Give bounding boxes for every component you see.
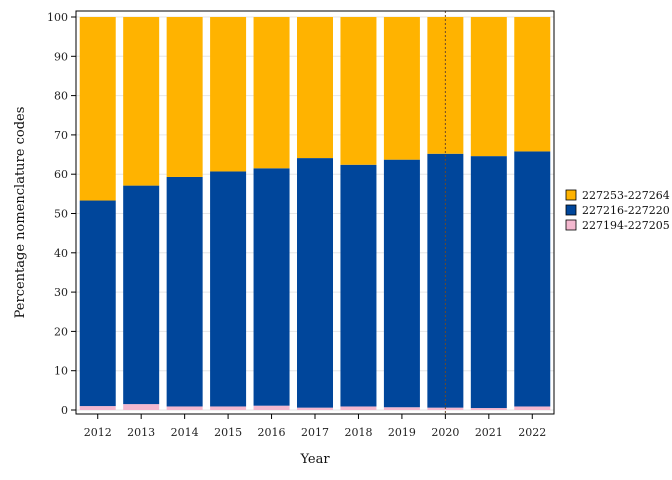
bar-2022-227194-227205 (514, 406, 551, 410)
x-tick-label-2014: 2014 (171, 426, 199, 439)
legend: 227253-227264 227216-227220 227194-227205 (565, 189, 670, 232)
bar-2016-227253-227264 (253, 17, 290, 169)
bar-2019-227216-227220 (383, 159, 420, 408)
x-tick-label-2021: 2021 (475, 426, 503, 439)
bar-2018-227216-227220 (340, 164, 377, 407)
bar-2015-227194-227205 (210, 406, 247, 410)
y-tick-label-30: 30 (54, 286, 68, 299)
x-tick-label-2016: 2016 (258, 426, 286, 439)
bar-2014-227216-227220 (166, 176, 203, 407)
bar-2015-227253-227264 (210, 17, 247, 172)
bar-2016-227216-227220 (253, 168, 290, 406)
x-tick-label-2018: 2018 (344, 426, 372, 439)
bar-2017-227216-227220 (297, 158, 333, 408)
bar-2012-227253-227264 (79, 17, 116, 201)
bar-2015-227216-227220 (210, 171, 247, 407)
x-tick-label-2012: 2012 (84, 426, 112, 439)
y-tick-label-50: 50 (54, 208, 68, 221)
bar-2013-227216-227220 (123, 185, 160, 405)
y-tick-label-80: 80 (54, 90, 68, 103)
bar-2013-227253-227264 (123, 17, 160, 186)
legend-label-227216-227220: 227216-227220 (582, 204, 670, 217)
y-tick-label-10: 10 (54, 365, 68, 378)
bar-2012-227216-227220 (79, 200, 116, 407)
bar-2022-227216-227220 (514, 151, 551, 407)
y-axis-title: Percentage nomenclature codes (13, 107, 28, 319)
bar-2021-227216-227220 (470, 156, 507, 409)
bar-2020-227253-227264 (427, 17, 464, 154)
legend-swatch-227216-227220 (565, 204, 577, 216)
axes: 0 10 20 30 40 50 60 70 80 90 100 2012 2013 2014 2015 20… (13, 10, 555, 467)
x-tick-label-2019: 2019 (388, 426, 416, 439)
x-tick-label-2022: 2022 (518, 426, 546, 439)
legend-label-227194-227205: 227194-227205 (582, 219, 670, 232)
bar-2012-227194-227205 (79, 406, 116, 410)
y-tick-label-0: 0 (61, 404, 68, 417)
y-tick-label-90: 90 (54, 50, 68, 63)
x-tick-label-2017: 2017 (301, 426, 329, 439)
bar-2019-227194-227205 (383, 407, 420, 410)
bar-2019-227253-227264 (383, 17, 420, 160)
y-tick-label-70: 70 (54, 129, 68, 142)
y-tick-label-60: 60 (54, 168, 68, 181)
legend-swatch-227253-227264 (565, 189, 577, 201)
y-tick-label-40: 40 (54, 247, 68, 260)
bar-2018-227194-227205 (340, 406, 377, 410)
bar-2022-227253-227264 (514, 17, 551, 152)
bar-2021-227194-227205 (470, 408, 507, 410)
bar-2016-227194-227205 (253, 405, 290, 410)
x-tick-label-2015: 2015 (214, 426, 242, 439)
legend-swatch-227194-227205 (565, 219, 577, 231)
bar-2017-227194-227205 (297, 407, 333, 410)
y-tick-label-100: 100 (47, 11, 68, 24)
legend-label-227253-227264: 227253-227264 (582, 189, 670, 202)
bar-2017-227253-227264 (297, 17, 333, 159)
y-tick-label-20: 20 (54, 325, 68, 338)
bars (79, 17, 551, 410)
bar-2021-227253-227264 (470, 17, 507, 157)
bar-2014-227253-227264 (166, 17, 203, 177)
x-tick-label-2013: 2013 (127, 426, 155, 439)
bar-2014-227194-227205 (166, 406, 203, 410)
x-tick-label-2020: 2020 (431, 426, 459, 439)
x-axis-title: Year (299, 452, 330, 467)
bar-2013-227194-227205 (123, 404, 160, 410)
bar-2018-227253-227264 (340, 17, 377, 165)
